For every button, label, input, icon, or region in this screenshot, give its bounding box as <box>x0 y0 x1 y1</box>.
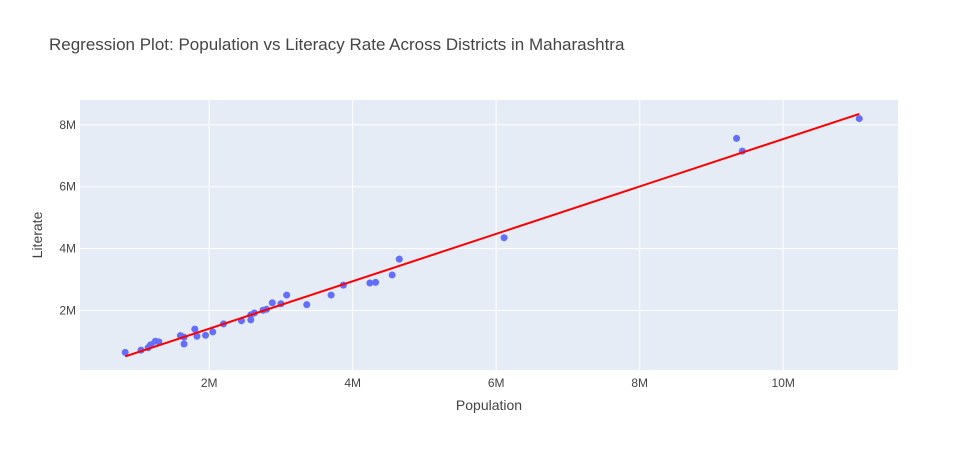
data-point <box>303 301 311 309</box>
y-axis-ticks: 2M 4M 6M 8M <box>59 118 76 318</box>
y-axis-label: Literate <box>29 211 45 258</box>
x-axis-ticks: 2M 4M 6M 8M 10M <box>201 376 795 390</box>
regression-line <box>124 112 860 358</box>
chart-title: Regression Plot: Population vs Literacy … <box>49 35 625 54</box>
y-tick-label: 2M <box>59 304 76 318</box>
data-point <box>193 332 201 340</box>
regression-line-path <box>124 112 860 358</box>
data-point <box>388 271 396 279</box>
x-tick-label: 8M <box>631 376 648 390</box>
data-point <box>327 291 335 299</box>
x-tick-label: 4M <box>344 376 361 390</box>
x-tick-label: 6M <box>488 376 505 390</box>
data-point <box>733 134 741 142</box>
x-axis-label: Population <box>456 397 522 413</box>
data-point <box>180 340 188 348</box>
data-point <box>191 325 199 333</box>
data-point <box>500 234 508 242</box>
grid-lines <box>80 100 898 370</box>
data-point <box>209 328 217 336</box>
data-point <box>268 299 276 307</box>
data-point <box>372 278 380 286</box>
data-point <box>855 115 863 123</box>
data-point <box>155 338 163 346</box>
data-point <box>121 348 129 356</box>
data-point <box>366 279 374 287</box>
y-tick-label: 4M <box>59 242 76 256</box>
data-point <box>247 316 255 324</box>
data-point <box>202 331 210 339</box>
data-point <box>283 291 291 299</box>
y-tick-label: 6M <box>59 180 76 194</box>
y-tick-label: 8M <box>59 118 76 132</box>
plot-area <box>80 100 898 370</box>
data-point <box>395 255 403 263</box>
x-tick-label: 10M <box>772 376 795 390</box>
x-tick-label: 2M <box>201 376 218 390</box>
